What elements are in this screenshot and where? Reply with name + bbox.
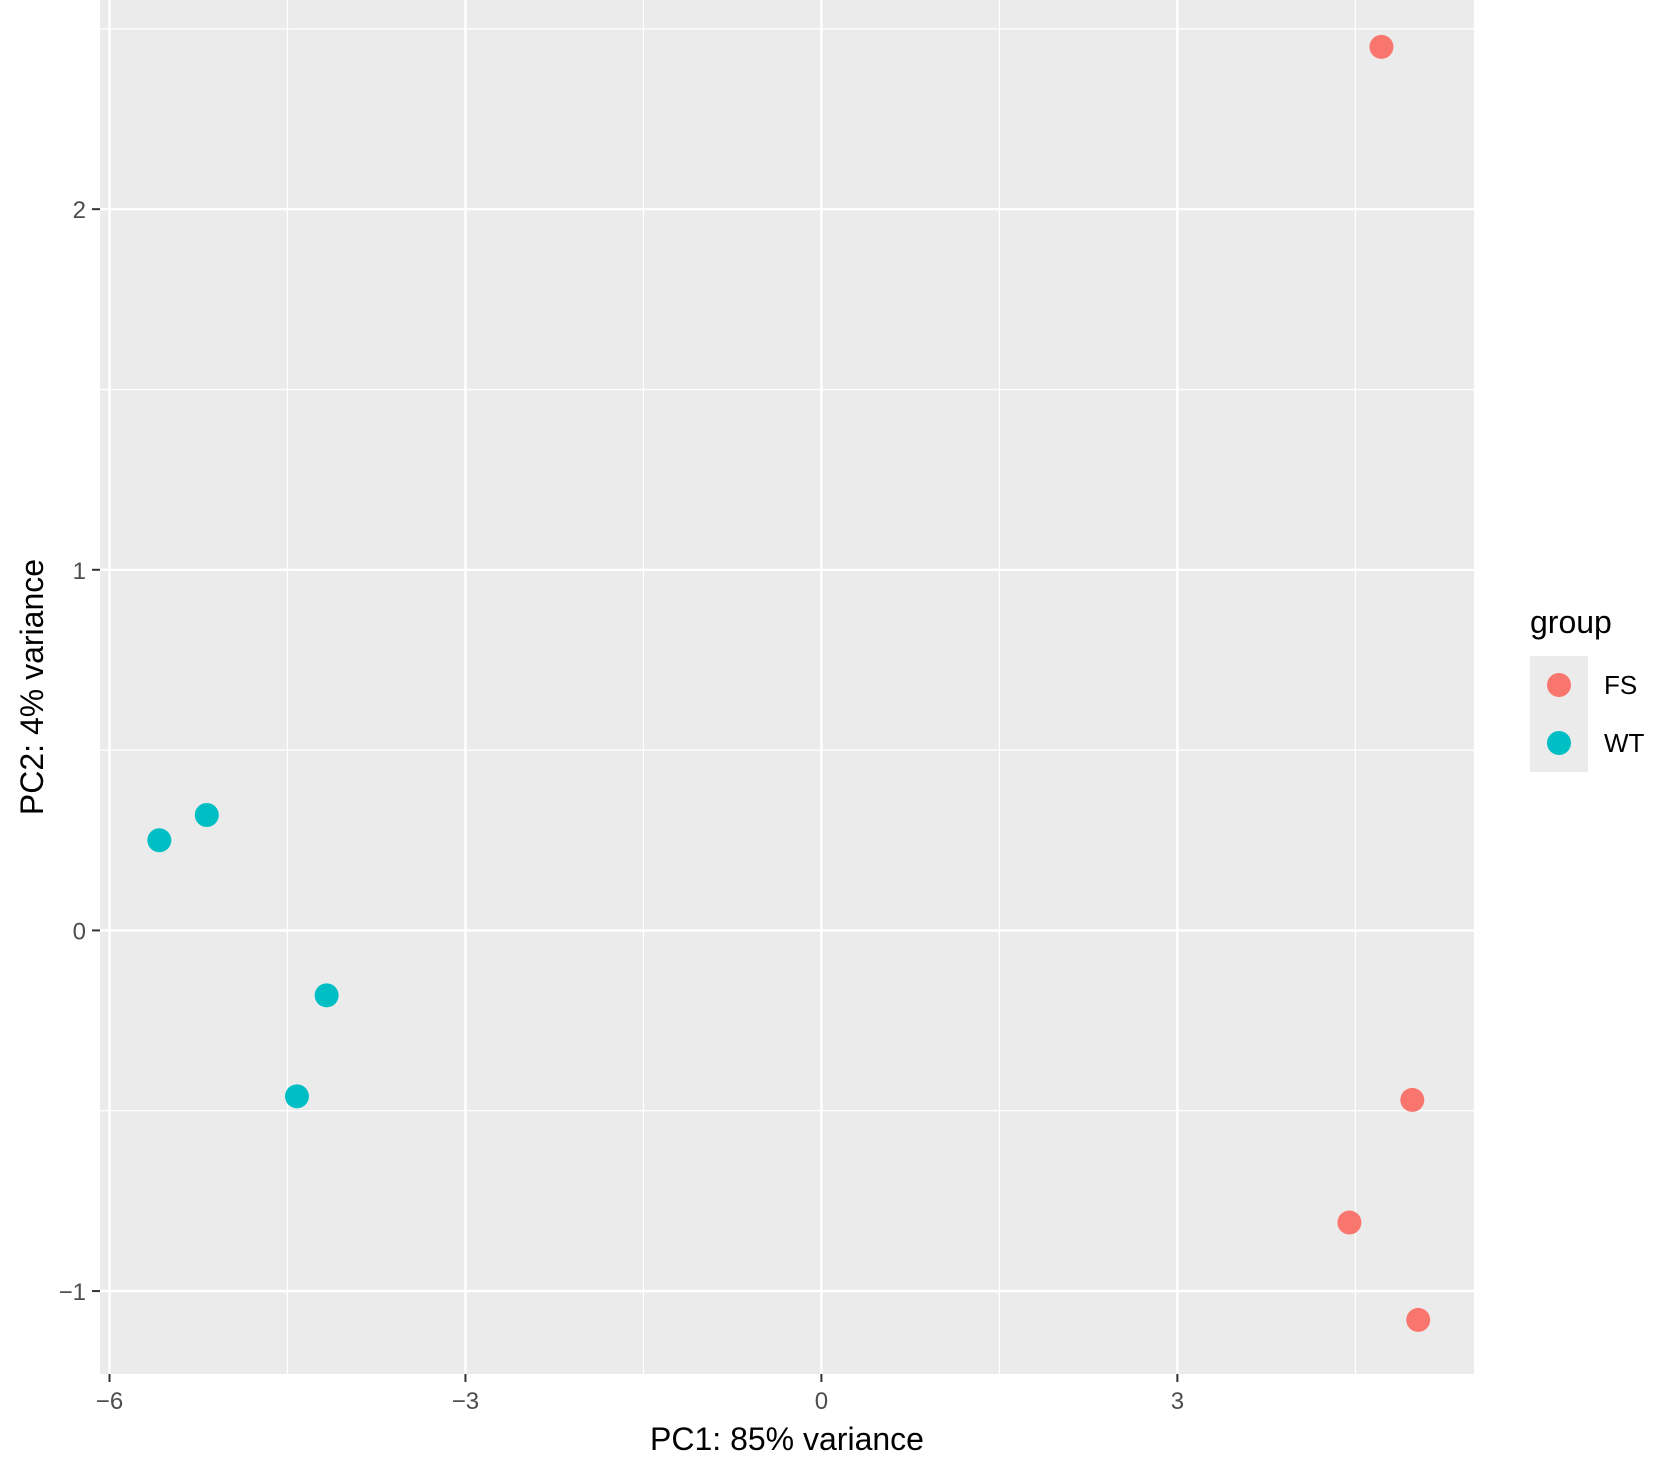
data-point-fs xyxy=(1369,34,1394,59)
legend-title: group xyxy=(1530,604,1612,640)
legend: group FS WT xyxy=(1530,604,1645,772)
x-axis: −6 −3 0 3 xyxy=(96,1374,1184,1415)
data-point-wt xyxy=(147,828,172,853)
y-axis: −1 0 1 2 xyxy=(59,197,100,1306)
data-points xyxy=(147,34,1431,1332)
legend-label-wt: WT xyxy=(1604,728,1645,758)
x-tick-label: −6 xyxy=(96,1388,123,1415)
y-tick-label: 0 xyxy=(73,918,86,945)
data-point-wt xyxy=(314,983,339,1008)
x-axis-title: PC1: 85% variance xyxy=(650,1421,924,1457)
y-tick-label: 2 xyxy=(73,197,86,224)
data-point-fs xyxy=(1400,1087,1425,1112)
y-tick-label: 1 xyxy=(73,558,86,585)
x-tick-label: 3 xyxy=(1171,1388,1184,1415)
minor-gridlines xyxy=(100,0,1474,1374)
data-point-wt xyxy=(284,1084,309,1109)
legend-label-fs: FS xyxy=(1604,670,1637,700)
data-point-fs xyxy=(1406,1307,1431,1332)
panel-background xyxy=(100,0,1474,1374)
data-point-fs xyxy=(1337,1210,1362,1235)
legend-items: FS WT xyxy=(1547,670,1645,758)
y-tick-label: −1 xyxy=(59,1279,86,1306)
legend-key-fs xyxy=(1547,673,1571,697)
major-gridlines xyxy=(100,0,1474,1374)
legend-key-wt xyxy=(1547,731,1571,755)
x-tick-label: −3 xyxy=(452,1388,479,1415)
x-tick-label: 0 xyxy=(815,1388,828,1415)
data-point-wt xyxy=(194,803,219,828)
y-axis-title: PC2: 4% variance xyxy=(14,559,50,815)
